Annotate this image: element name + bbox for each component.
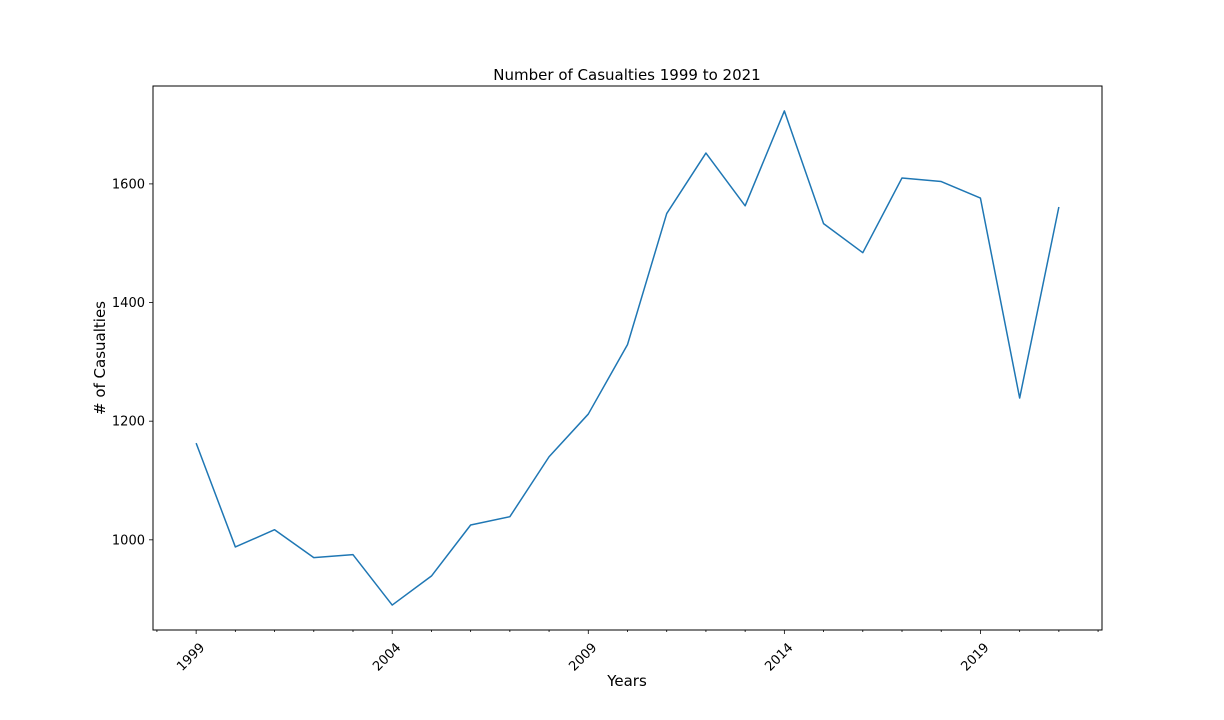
x-tick-label: 2004: [370, 640, 404, 674]
x-tick-label: 2014: [762, 640, 796, 674]
y-tick-label: 1000: [112, 533, 145, 548]
y-axis-title: # of Casualties: [91, 301, 109, 415]
y-tick-label: 1600: [112, 177, 145, 192]
y-tick-label: 1400: [112, 296, 145, 311]
series-line: [195, 110, 1060, 606]
y-axis: 1000 1200 1400 1600: [112, 177, 153, 548]
axes-frame: [152, 85, 1103, 631]
x-tick-label: 2019: [958, 640, 992, 674]
x-axis: 1999 2004 2009 2014 2019: [156, 630, 1099, 674]
x-tick-label: 2009: [566, 640, 600, 674]
x-axis-title: Years: [606, 672, 647, 690]
chart-title: Number of Casualties 1999 to 2021: [493, 66, 760, 84]
y-tick-label: 1200: [112, 415, 145, 430]
x-tick-label: 1999: [174, 640, 208, 674]
plot-area: [195, 110, 1060, 606]
